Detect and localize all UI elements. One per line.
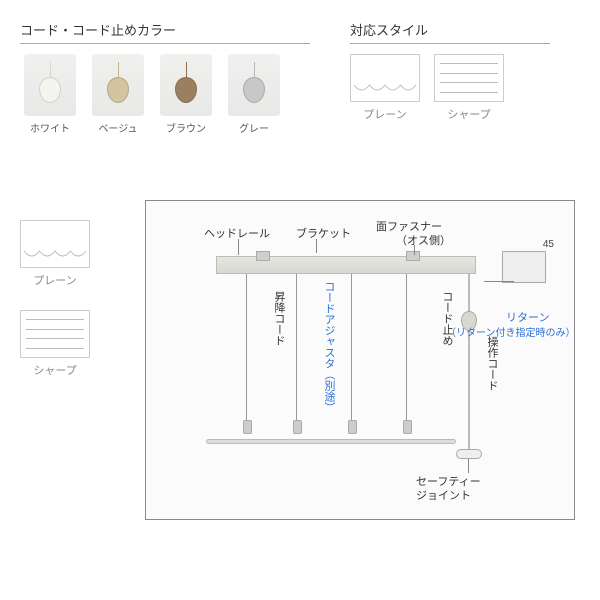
leadline (238, 239, 239, 255)
bracket-icon (256, 251, 270, 261)
style-label: プレーン (363, 106, 406, 122)
label-return: リターン (506, 309, 549, 325)
cord-swatch: ブラウン (156, 54, 216, 135)
style-icon: プレーン (350, 54, 420, 122)
cord-swatch: グレー (224, 54, 284, 135)
lift-cord (351, 274, 352, 424)
leadline (468, 459, 469, 473)
operation-cord (468, 274, 470, 454)
label-op-cord: 操作コード (484, 336, 500, 391)
swatch-label: ホワイト (30, 120, 70, 135)
bracket-icon (406, 251, 420, 261)
cord-swatch: ホワイト (20, 54, 80, 135)
cord-swatches: ホワイト ベージュ ブラウン グレー (20, 54, 310, 135)
style-section-title: 対応スタイル (350, 20, 550, 44)
label-lift-cord: 昇降コード (271, 291, 287, 346)
left-style-icon: シャープ (20, 310, 90, 378)
cord-swatch: ベージュ (88, 54, 148, 135)
bottom-bar (206, 439, 456, 444)
swatch-image (24, 54, 76, 116)
left-style-label: シャープ (33, 362, 76, 378)
mechanism-diagram: 45 ヘッドレール ブラケット 面ファスナー （オス側） 昇降コード コードアジ… (145, 200, 575, 520)
swatch-label: ブラウン (166, 120, 206, 135)
style-section: 対応スタイル プレーン シャープ (350, 20, 550, 135)
swatch-label: ベージュ (98, 120, 137, 135)
return-detail: 45 (502, 251, 556, 299)
swatch-label: グレー (239, 120, 269, 135)
left-style-icon: プレーン (20, 220, 90, 288)
label-fastener-sub: （オス側） (396, 232, 451, 248)
lift-cord (296, 274, 297, 424)
cord-section-title: コード・コード止めカラー (20, 20, 310, 44)
swatch-image (228, 54, 280, 116)
label-headrail: ヘッドレール (204, 225, 270, 241)
label-adjuster: コードアジャスタ（別途） (321, 281, 337, 413)
swatch-image (160, 54, 212, 116)
top-row: コード・コード止めカラー ホワイト ベージュ ブラウン グレー 対応スタイル プレーン… (20, 20, 580, 135)
safety-joint-icon (456, 449, 482, 459)
page: コード・コード止めカラー ホワイト ベージュ ブラウン グレー 対応スタイル プレーン… (0, 0, 600, 600)
leadline (484, 281, 514, 282)
leadline (414, 245, 415, 255)
dim-45: 45 (543, 239, 554, 250)
style-icon: シャープ (434, 54, 504, 122)
lift-cord (246, 274, 247, 424)
left-style-list: プレーンシャープ (20, 220, 90, 378)
cord-color-section: コード・コード止めカラー ホワイト ベージュ ブラウン グレー (20, 20, 310, 135)
label-safety-l2: ジョイント (416, 487, 471, 503)
leadline (316, 239, 317, 253)
label-bracket: ブラケット (296, 225, 351, 241)
style-label: シャープ (447, 106, 490, 122)
headrail-bar (216, 256, 476, 274)
swatch-image (92, 54, 144, 116)
left-style-label: プレーン (33, 272, 76, 288)
lift-cord (406, 274, 407, 424)
label-return-sub: （リターン付き指定時のみ） (446, 324, 576, 339)
style-icons: プレーン シャープ (350, 54, 550, 122)
